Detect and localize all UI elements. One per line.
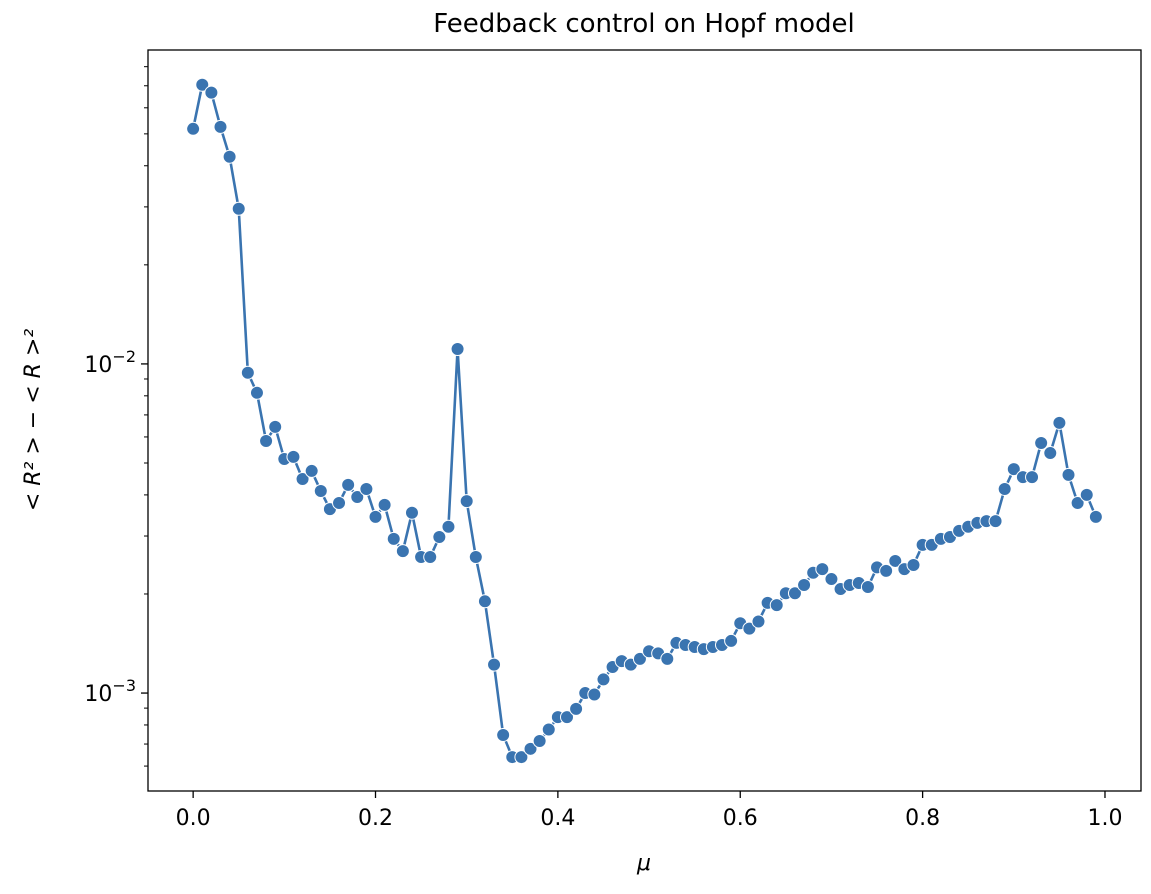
data-point <box>268 419 283 434</box>
data-point <box>359 481 374 496</box>
data-point <box>797 577 812 592</box>
data-point <box>787 586 802 601</box>
chart-title: Feedback control on Hopf model <box>433 9 854 39</box>
data-point <box>450 342 465 357</box>
data-point <box>879 563 894 578</box>
data-point <box>423 550 438 565</box>
x-tick-label: 0.6 <box>723 806 758 831</box>
data-point <box>587 687 602 702</box>
data-point <box>988 514 1003 529</box>
data-point <box>350 490 365 505</box>
data-point <box>724 633 739 648</box>
data-point <box>404 505 419 520</box>
data-point <box>313 484 328 499</box>
data-point <box>441 519 456 534</box>
x-tick-label: 0.4 <box>540 806 575 831</box>
data-point <box>815 562 830 577</box>
data-point <box>596 672 611 687</box>
data-point <box>824 572 839 587</box>
data-point <box>304 463 319 478</box>
data-point <box>1034 436 1049 451</box>
data-point <box>186 121 201 136</box>
data-point <box>523 741 538 756</box>
data-point <box>742 621 757 636</box>
data-point <box>368 509 383 524</box>
data-point <box>377 497 392 512</box>
data-point <box>222 149 237 164</box>
data-point <box>1043 446 1058 461</box>
data-point <box>1070 495 1085 510</box>
data-point <box>395 544 410 559</box>
x-tick-label: 0.0 <box>176 806 211 831</box>
data-point <box>195 77 210 92</box>
data-point <box>751 614 766 629</box>
data-point <box>459 494 474 509</box>
x-tick-label: 0.2 <box>358 806 393 831</box>
data-point <box>432 529 447 544</box>
data-point <box>559 710 574 725</box>
data-point <box>532 734 547 749</box>
data-point <box>231 201 246 216</box>
data-point <box>660 651 675 666</box>
data-point <box>487 657 502 672</box>
data-point <box>295 472 310 487</box>
data-point <box>1061 467 1076 482</box>
data-point <box>496 727 511 742</box>
data-point <box>541 722 556 737</box>
data-point <box>997 481 1012 496</box>
data-point <box>906 557 921 572</box>
tick-exponent: −2 <box>112 347 136 366</box>
tick-exponent: −3 <box>112 676 136 695</box>
data-point <box>204 85 219 100</box>
y-tick-label: 10−3 <box>84 676 136 707</box>
data-point <box>769 598 784 613</box>
data-point <box>286 449 301 464</box>
y-axis-label: < R² > − < R >² <box>21 329 46 512</box>
data-point <box>259 434 274 449</box>
data-point <box>1025 470 1040 485</box>
data-point <box>632 651 647 666</box>
data-point <box>860 580 875 595</box>
data-point <box>468 550 483 565</box>
data-point <box>386 531 401 546</box>
data-point <box>888 553 903 568</box>
x-tick-label: 0.8 <box>905 806 940 831</box>
data-point <box>1079 487 1094 502</box>
x-axis-label: μ <box>636 851 651 876</box>
data-point <box>1006 462 1021 477</box>
tick-base: 10 <box>84 682 112 707</box>
data-point <box>249 385 264 400</box>
data-point <box>332 495 347 510</box>
data-point <box>1088 509 1103 524</box>
data-point <box>569 701 584 716</box>
data-point <box>514 750 529 765</box>
y-tick-label: 10−2 <box>84 347 136 378</box>
data-point <box>477 594 492 609</box>
data-point <box>213 119 228 134</box>
data-point <box>1052 415 1067 430</box>
tick-base: 10 <box>84 353 112 378</box>
x-tick-label: 1.0 <box>1087 806 1122 831</box>
plot-frame <box>147 49 1142 792</box>
data-point <box>341 477 356 492</box>
data-point <box>240 365 255 380</box>
